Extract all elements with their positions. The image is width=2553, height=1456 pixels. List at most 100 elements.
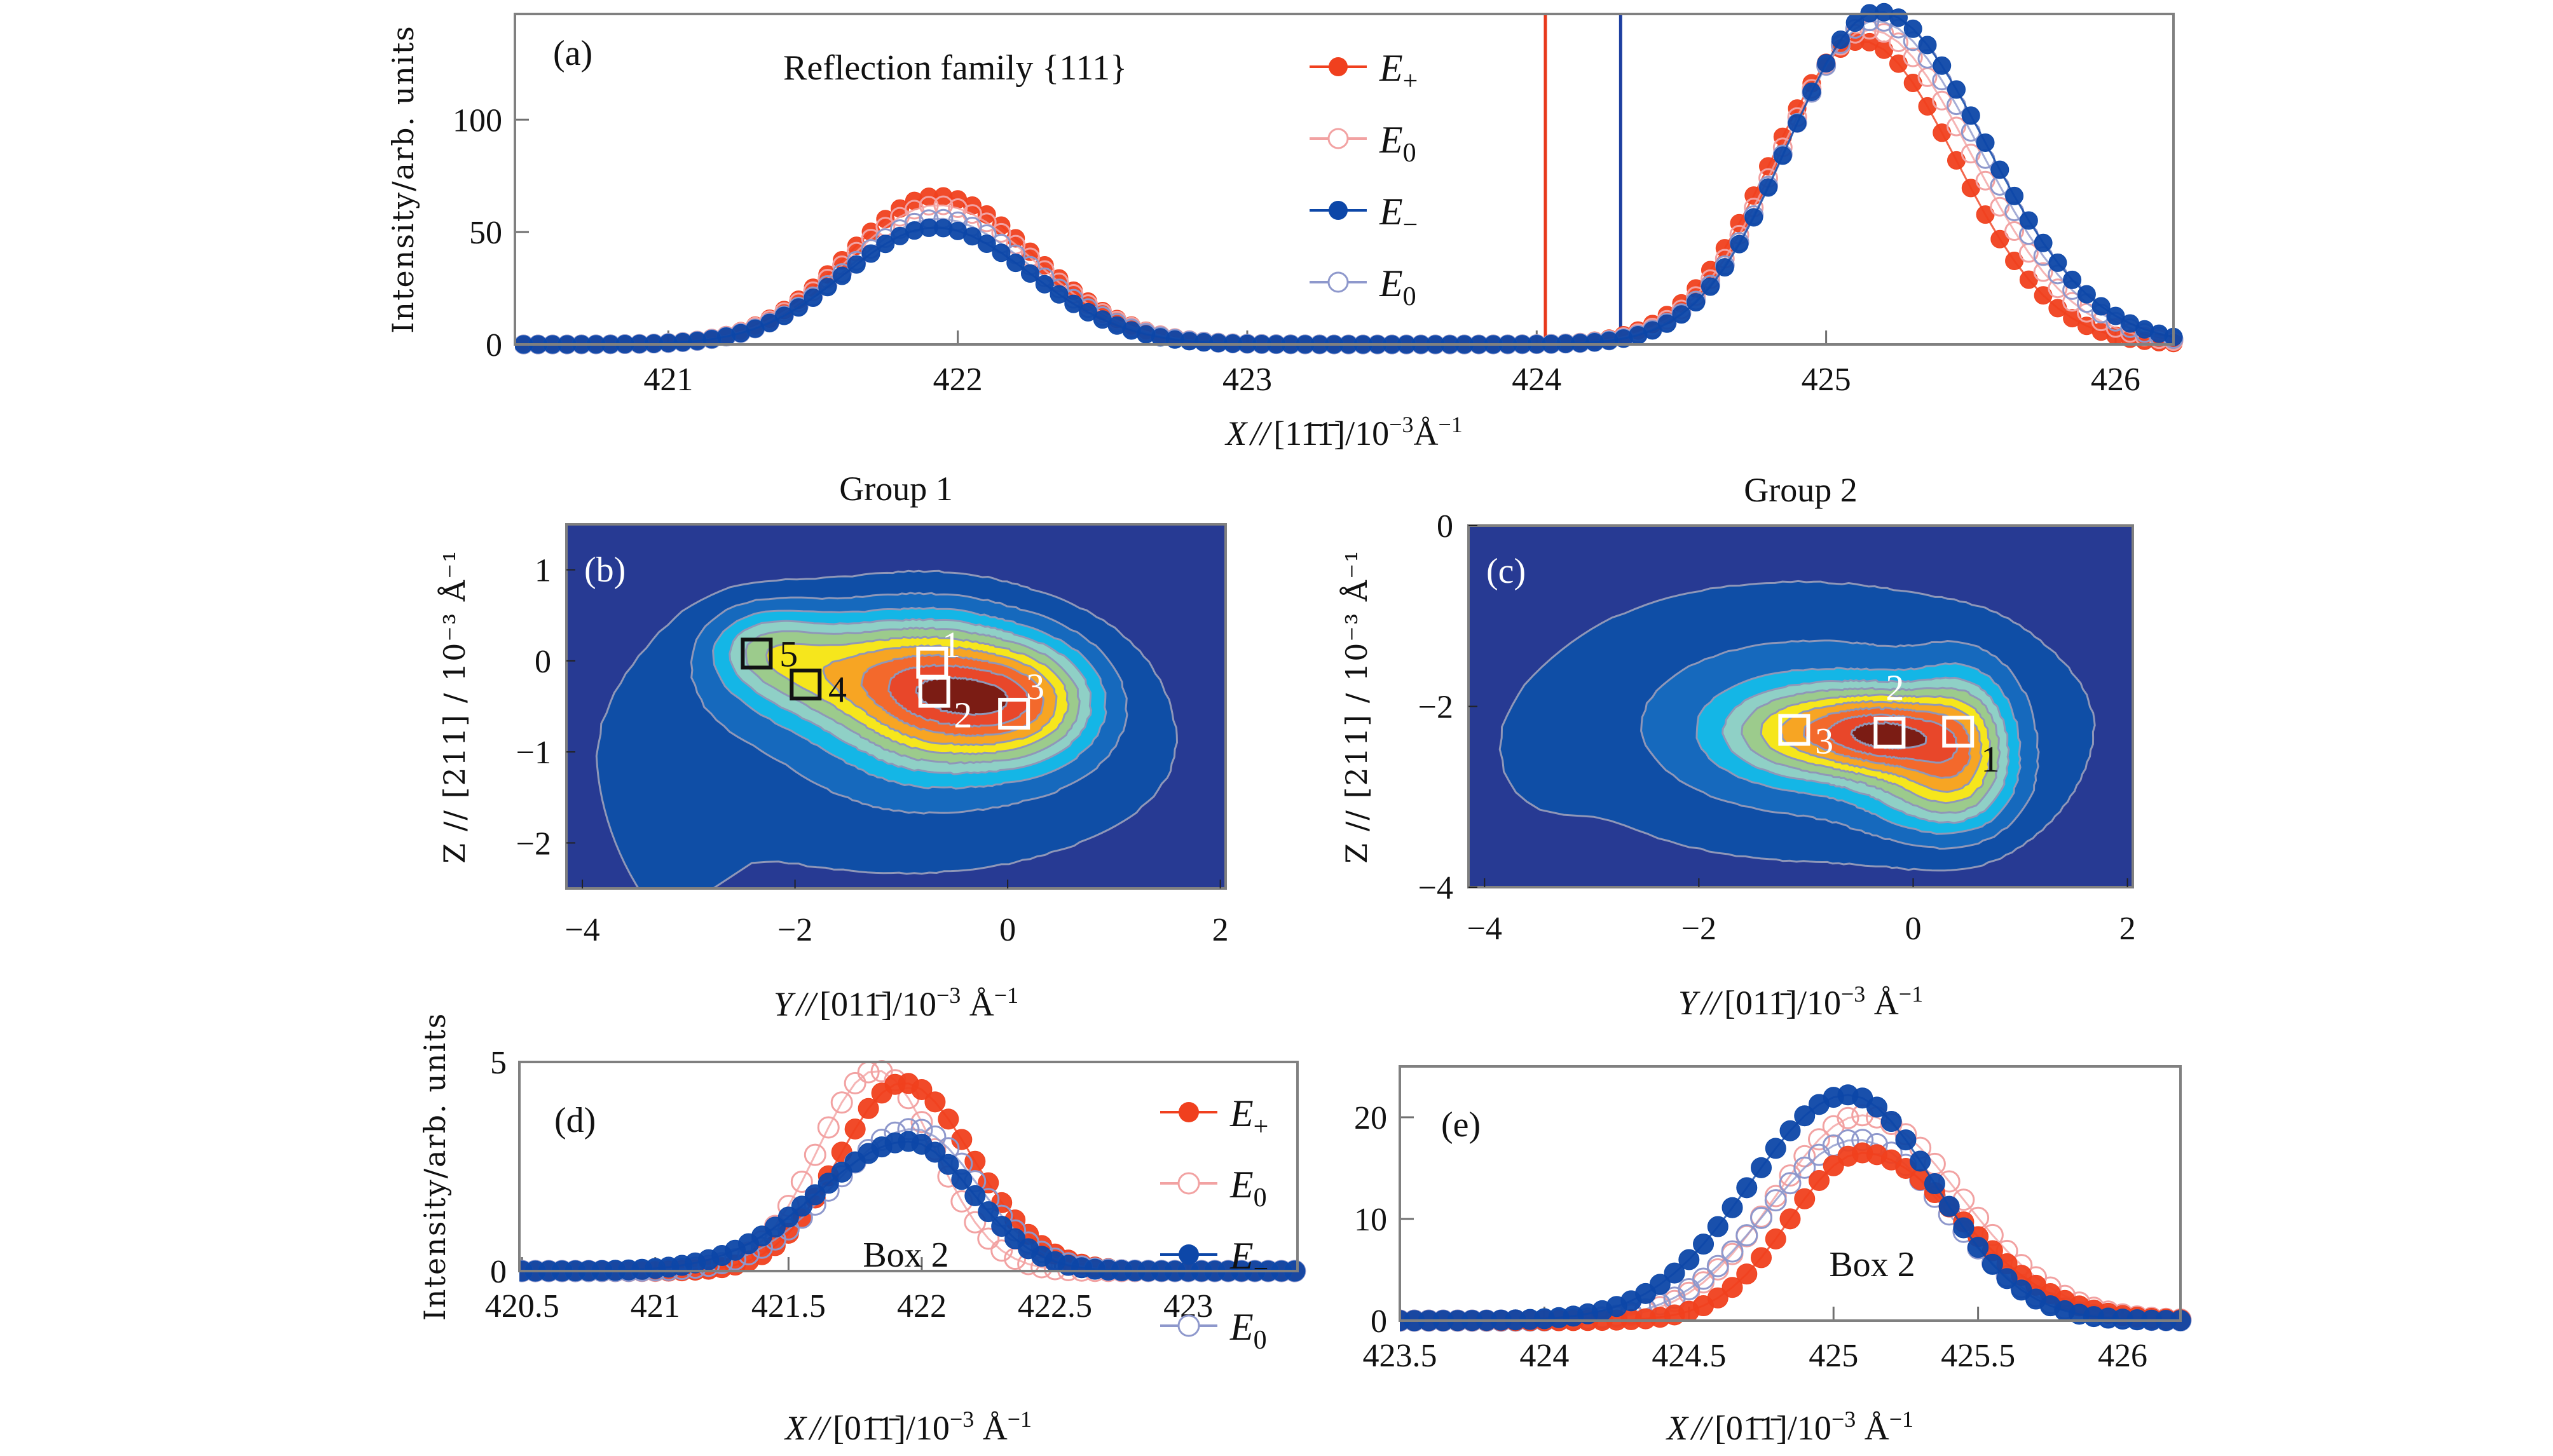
data-point — [2063, 270, 2082, 289]
data-point — [2048, 253, 2067, 272]
data-point — [2063, 309, 2082, 328]
xlabel-dir: [01̄1̄] — [833, 1409, 906, 1447]
legend-symbol: E — [1229, 1235, 1254, 1277]
data-point — [1889, 8, 1908, 27]
xlabel-dir: [01̄1̄] — [1715, 1409, 1788, 1447]
y-tick-label: 0 — [1437, 508, 1453, 545]
data-point — [1888, 32, 1908, 53]
y-axis-title: Intensity/arb. units — [418, 1012, 452, 1321]
data-point — [911, 1078, 933, 1100]
box-annotation: Box 2 — [1829, 1245, 1915, 1284]
region-box-square — [1942, 716, 1975, 748]
legend-item: E0 — [1160, 1306, 1267, 1355]
xlabel-var: Y — [774, 985, 796, 1023]
data-point — [990, 1239, 1013, 1262]
data-point — [1701, 277, 1720, 296]
legend-subscript: + — [1403, 67, 1418, 96]
xlabel-exp2: −1 — [1889, 1406, 1913, 1432]
data-point — [1779, 1164, 1802, 1187]
xlabel-exp2: −1 — [994, 983, 1018, 1008]
xlabel-exp2: −1 — [1899, 981, 1923, 1007]
xlabel-unit: /10 — [1345, 414, 1389, 452]
data-point — [1678, 1249, 1700, 1270]
x-tick-label: 420.5 — [485, 1288, 559, 1324]
x-axis-title: Y//[011̄]/10−3 Å−1 — [1678, 981, 1923, 1022]
x-tick-label: 423 — [1222, 362, 1272, 398]
y-tick-label: 0 — [490, 1254, 507, 1290]
data-point — [1693, 1234, 1715, 1255]
x-axis-title: Y//[011̄]/10−3 Å−1 — [774, 983, 1018, 1023]
xlabel-var: Y — [1678, 984, 1701, 1022]
data-point — [833, 266, 852, 285]
data-point — [976, 212, 997, 233]
data-point — [1006, 254, 1025, 273]
y-tick-label: −1 — [516, 735, 551, 771]
panel-label: (b) — [584, 550, 626, 590]
legend-subscript: 0 — [1403, 139, 1416, 168]
data-point — [1765, 1228, 1786, 1249]
data-point — [1802, 82, 1821, 101]
data-point — [876, 235, 895, 254]
x-tick-label: 421.5 — [751, 1288, 826, 1324]
data-point — [1924, 1173, 1945, 1195]
xlabel-var: X — [1224, 414, 1248, 452]
x-tick-label: 0 — [999, 912, 1016, 948]
xlabel-ang: Å — [974, 1409, 1008, 1447]
xlabel-exp: −3 — [936, 983, 961, 1008]
data-point — [2077, 285, 2096, 304]
x-tick-label: −2 — [1681, 911, 1716, 947]
legend-symbol: E — [1379, 191, 1403, 233]
data-point — [924, 1141, 946, 1163]
region-box-label: 3 — [1815, 721, 1833, 762]
data-point — [1750, 1206, 1773, 1229]
data-point — [2091, 297, 2111, 316]
data-point — [938, 1108, 959, 1130]
legend-symbol: E — [1229, 1164, 1254, 1206]
data-point — [1910, 1150, 1931, 1172]
data-point — [804, 289, 823, 308]
open-circle-marker-icon — [1327, 128, 1349, 149]
filled-circle-marker-icon — [1179, 1102, 1199, 1122]
xlabel-dir: [011̄] — [819, 985, 893, 1023]
data-point — [1736, 1263, 1758, 1285]
data-point — [964, 1185, 986, 1206]
xlabel-ang: Å — [961, 985, 994, 1023]
data-point — [919, 196, 939, 216]
x-tick-label: 422.5 — [1018, 1288, 1092, 1324]
legend-symbol: E — [1379, 47, 1403, 89]
data-point — [1678, 1278, 1701, 1301]
data-point — [1874, 23, 1894, 43]
y-axis-title: Z // [211] / 10⁻³ Å⁻¹ — [437, 549, 472, 863]
region-box-2: 2 — [918, 676, 972, 735]
region-box-label: 2 — [954, 694, 972, 735]
data-point — [1050, 285, 1069, 304]
xlabel-par: // — [1690, 1409, 1714, 1447]
region-box-square — [998, 697, 1030, 730]
data-point — [1933, 56, 1952, 75]
plot-title: Reflection family {111} — [783, 48, 1127, 88]
filled-circle-marker-icon — [1329, 201, 1348, 220]
legend-item: E− — [1310, 191, 1418, 240]
data-point — [964, 1211, 987, 1234]
data-point — [1751, 1157, 1772, 1178]
x-tick-label: 424 — [1519, 1338, 1569, 1374]
xlabel-var: X — [1666, 1409, 1689, 1447]
data-point — [1721, 1277, 1743, 1298]
xlabel-par: // — [795, 985, 819, 1023]
data-point — [1751, 1247, 1772, 1269]
data-point — [1764, 1189, 1787, 1212]
data-point — [1657, 314, 1676, 333]
region-box-square — [741, 637, 773, 670]
data-point — [910, 1111, 933, 1134]
data-point — [1649, 1274, 1671, 1295]
data-point — [844, 1072, 866, 1094]
legend-label: E+ — [1229, 1092, 1268, 1141]
data-point — [1947, 116, 1967, 137]
legend-subscript: 0 — [1403, 282, 1416, 311]
data-point — [1735, 1224, 1758, 1247]
xlabel-unit: /10 — [893, 985, 936, 1023]
data-point — [1947, 80, 1966, 99]
region-box-label: 2 — [1886, 667, 1904, 709]
legend-item: E+ — [1160, 1092, 1268, 1141]
